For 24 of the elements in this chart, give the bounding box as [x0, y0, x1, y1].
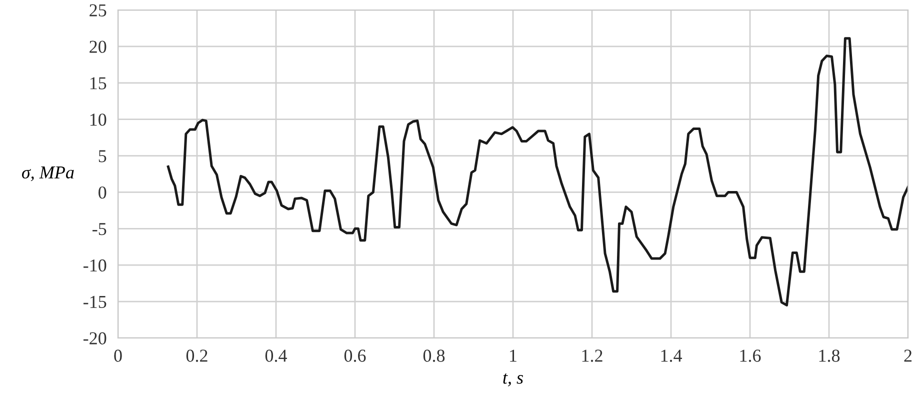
x-tick-label: 1.6	[740, 350, 761, 362]
y-tick-label: 5	[98, 150, 106, 162]
x-tick-label: 1.2	[582, 350, 602, 362]
y-tick-label: 15	[90, 77, 106, 90]
x-tick-label: 1.4	[661, 350, 682, 362]
y-tick-label: -10	[83, 259, 106, 272]
x-tick-label: 0.4	[265, 350, 288, 362]
y-axis-title: σ, MPa	[22, 166, 74, 182]
x-tick-label: 0	[114, 350, 122, 362]
y-tick-label: 0	[98, 186, 106, 199]
y-tick-label: 10	[90, 114, 106, 126]
x-tick-label: 0.6	[344, 350, 366, 362]
x-tick-label: 0.2	[186, 350, 208, 362]
x-axis-title: t, s	[503, 373, 523, 386]
y-tick-label: -20	[83, 332, 106, 344]
y-tick-label: -15	[83, 296, 106, 308]
x-tick-label: 2	[904, 350, 912, 362]
y-tick-label: 20	[90, 40, 106, 53]
x-tick-label: 1.8	[819, 350, 840, 362]
x-tick-label: 0.8	[423, 350, 445, 362]
y-tick-label: 25	[90, 4, 106, 16]
line-series	[166, 37, 908, 306]
x-tick-label: 1	[510, 350, 516, 362]
y-tick-label: -5	[92, 223, 106, 236]
